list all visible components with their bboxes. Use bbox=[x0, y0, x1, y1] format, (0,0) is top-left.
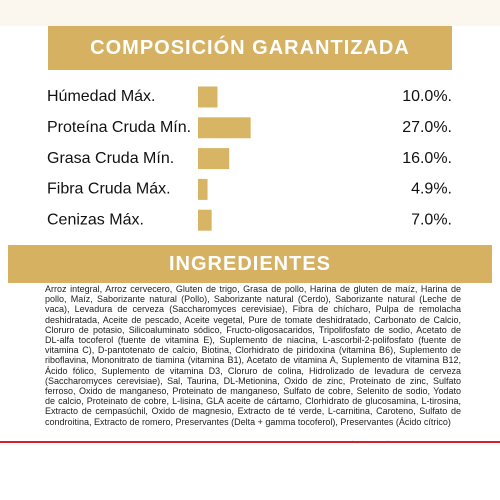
ingredients-line: Ácido fólico, Suplemento de vitamina D3,… bbox=[45, 365, 461, 376]
ingredients-line: deshidratada, Aceite de pescado, Aceite … bbox=[45, 314, 461, 325]
ingredients-line: riboflavina, Mononitrato de tiamina (vit… bbox=[45, 355, 461, 366]
ingredients-line: vaca), Levadura de cerveza (Saccharomyce… bbox=[45, 304, 461, 315]
ingredients-line: ferroso, Oxido de manganeso, Proteinato … bbox=[45, 386, 461, 397]
ingredients-line: de calcio, Proteinato de cobre, L-lisina… bbox=[45, 396, 461, 407]
ingredients-line: Cloruro de potasio, Silicoaluminato sódi… bbox=[45, 324, 461, 335]
category-label: Fibra Cruda Máx. bbox=[47, 181, 171, 198]
ingredients-line: pollo, Maíz, Saborizante natural (Pollo)… bbox=[45, 294, 461, 305]
category-label: Grasa Cruda Mín. bbox=[47, 150, 174, 167]
value-label: 7.0%. bbox=[411, 211, 452, 228]
bar bbox=[198, 148, 230, 170]
ingredients-title: INGREDIENTES bbox=[8, 245, 492, 283]
category-label: Proteína Cruda Mín. bbox=[47, 119, 191, 136]
category-label: Cenizas Máx. bbox=[47, 211, 144, 228]
bar bbox=[198, 86, 218, 108]
ingredients-line: Arroz integral, Arroz cervecero, Gluten … bbox=[45, 284, 461, 294]
ingredients-line: Extracto de cempasúchil, Oxido de magnes… bbox=[45, 406, 461, 417]
ingredients-line: DL-alfa tocoferol (fuente de vitamina E)… bbox=[45, 335, 461, 346]
ingredients-line: (Saccharomyces cerevisiae), Sal, Taurina… bbox=[45, 375, 461, 386]
value-label: 16.0%. bbox=[402, 150, 452, 167]
value-label: 4.9%. bbox=[411, 181, 452, 198]
value-label: 10.0%. bbox=[402, 88, 452, 105]
bar bbox=[198, 178, 208, 200]
composition-title: COMPOSICIÓN GARANTIZADA bbox=[48, 26, 452, 70]
ingredients-text: Arroz integral, Arroz cervecero, Gluten … bbox=[45, 284, 461, 427]
value-label: 27.0%. bbox=[402, 119, 452, 136]
chart: Húmedad Máx. 10.0%. Proteína Cruda Mín. 27.… bbox=[47, 86, 452, 231]
bar bbox=[198, 117, 251, 139]
ingredients-line: condroitina, Extracto de romero, Preserv… bbox=[45, 416, 451, 427]
category-label: Húmedad Máx. bbox=[47, 88, 156, 105]
top-band bbox=[0, 0, 500, 26]
bar bbox=[198, 209, 212, 231]
ingredients-line: vitamina C), D-pantotenato de calcio, Bi… bbox=[45, 345, 461, 356]
footer bbox=[0, 440, 500, 443]
